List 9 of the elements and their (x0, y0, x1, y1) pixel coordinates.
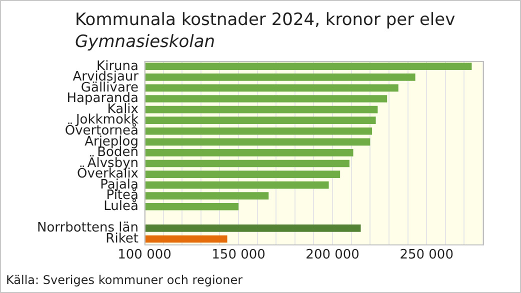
y-tick-label: Arjeplog (84, 134, 138, 150)
x-tick-label: 150 000 (212, 248, 266, 263)
chart-title: Kommunala kostnader 2024, kronor per elev (75, 10, 456, 30)
y-tick-label: Haparanda (66, 91, 138, 106)
x-tick-label: 200 000 (306, 248, 360, 263)
x-tick-label: 250 000 (400, 248, 454, 263)
chart-subtitle: Gymnasieskolan (75, 32, 216, 52)
text: Källa: Sveriges kommuner och regioner (6, 273, 243, 287)
x-tick-label: 100 000 (118, 248, 172, 263)
